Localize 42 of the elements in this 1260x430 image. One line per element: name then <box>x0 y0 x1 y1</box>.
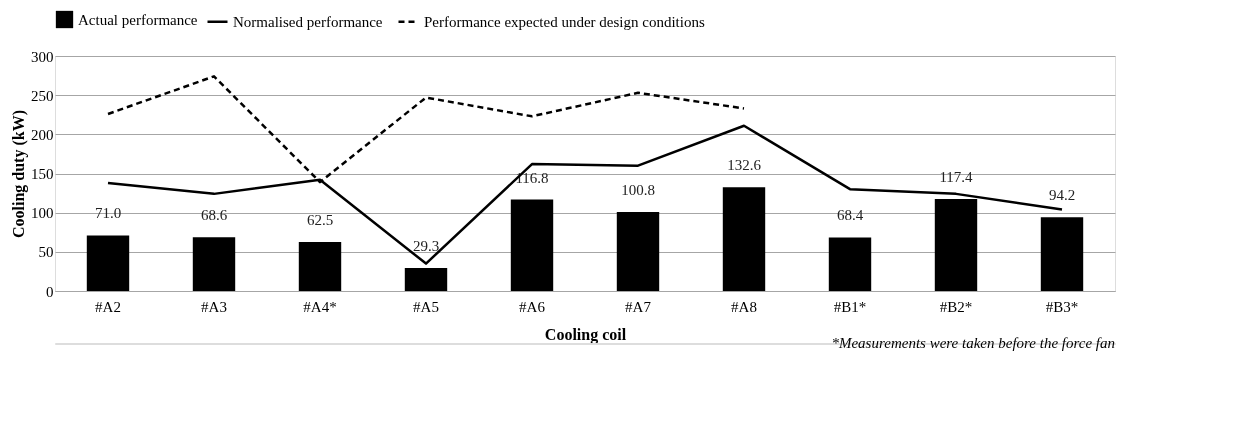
x-tick-label: #B2* <box>939 298 973 315</box>
y-tick-label: 100 <box>31 205 54 222</box>
y-tick-label: 200 <box>31 126 54 143</box>
y-tick-label: 250 <box>31 87 54 104</box>
bar <box>86 235 130 291</box>
bar <box>192 237 236 291</box>
data-label: 100.8 <box>621 182 655 199</box>
y-tick-label: 0 <box>46 283 54 300</box>
x-tick-label: #B1* <box>833 298 867 315</box>
y-tick-label: 50 <box>38 244 54 261</box>
bar <box>510 199 554 291</box>
x-axis-title: Cooling coil <box>544 325 627 344</box>
bar <box>404 268 448 291</box>
bar <box>1040 217 1084 291</box>
y-axis-title: Cooling duty (kW) <box>10 109 28 239</box>
x-tick-label: #A8 <box>731 298 757 315</box>
data-label: 94.2 <box>1048 187 1076 204</box>
data-label: 132.6 <box>727 157 762 174</box>
x-tick-label: #A3 <box>201 298 227 315</box>
data-label: 117.4 <box>939 169 974 186</box>
legend-label: Actual performance <box>78 11 198 28</box>
y-tick-label: 300 <box>31 48 54 65</box>
bar <box>828 237 872 291</box>
y-tick-label: 150 <box>31 166 54 182</box>
data-label: 68.4 <box>836 207 864 224</box>
legend-label: Normalised performance <box>233 13 383 30</box>
legend-label: Performance expected under design conditions <box>424 13 705 30</box>
bar <box>722 187 766 291</box>
x-tick-label: #A7 <box>625 298 652 315</box>
bar <box>616 212 660 291</box>
x-tick-label: #A6 <box>519 298 546 315</box>
data-label: 71.0 <box>94 205 122 222</box>
bar <box>298 242 342 291</box>
data-label: 29.3 <box>412 238 440 255</box>
x-tick-label: #A2 <box>95 298 121 315</box>
data-label: 116.8 <box>515 169 549 186</box>
data-label: 68.6 <box>200 207 228 224</box>
x-tick-label: #A4* <box>303 298 337 315</box>
text: *Measurements were taken before the force fan <box>831 335 1115 351</box>
data-label: 62.5 <box>306 212 334 229</box>
x-tick-label: #A5 <box>413 298 439 315</box>
x-tick-label: #B3* <box>1045 298 1079 315</box>
